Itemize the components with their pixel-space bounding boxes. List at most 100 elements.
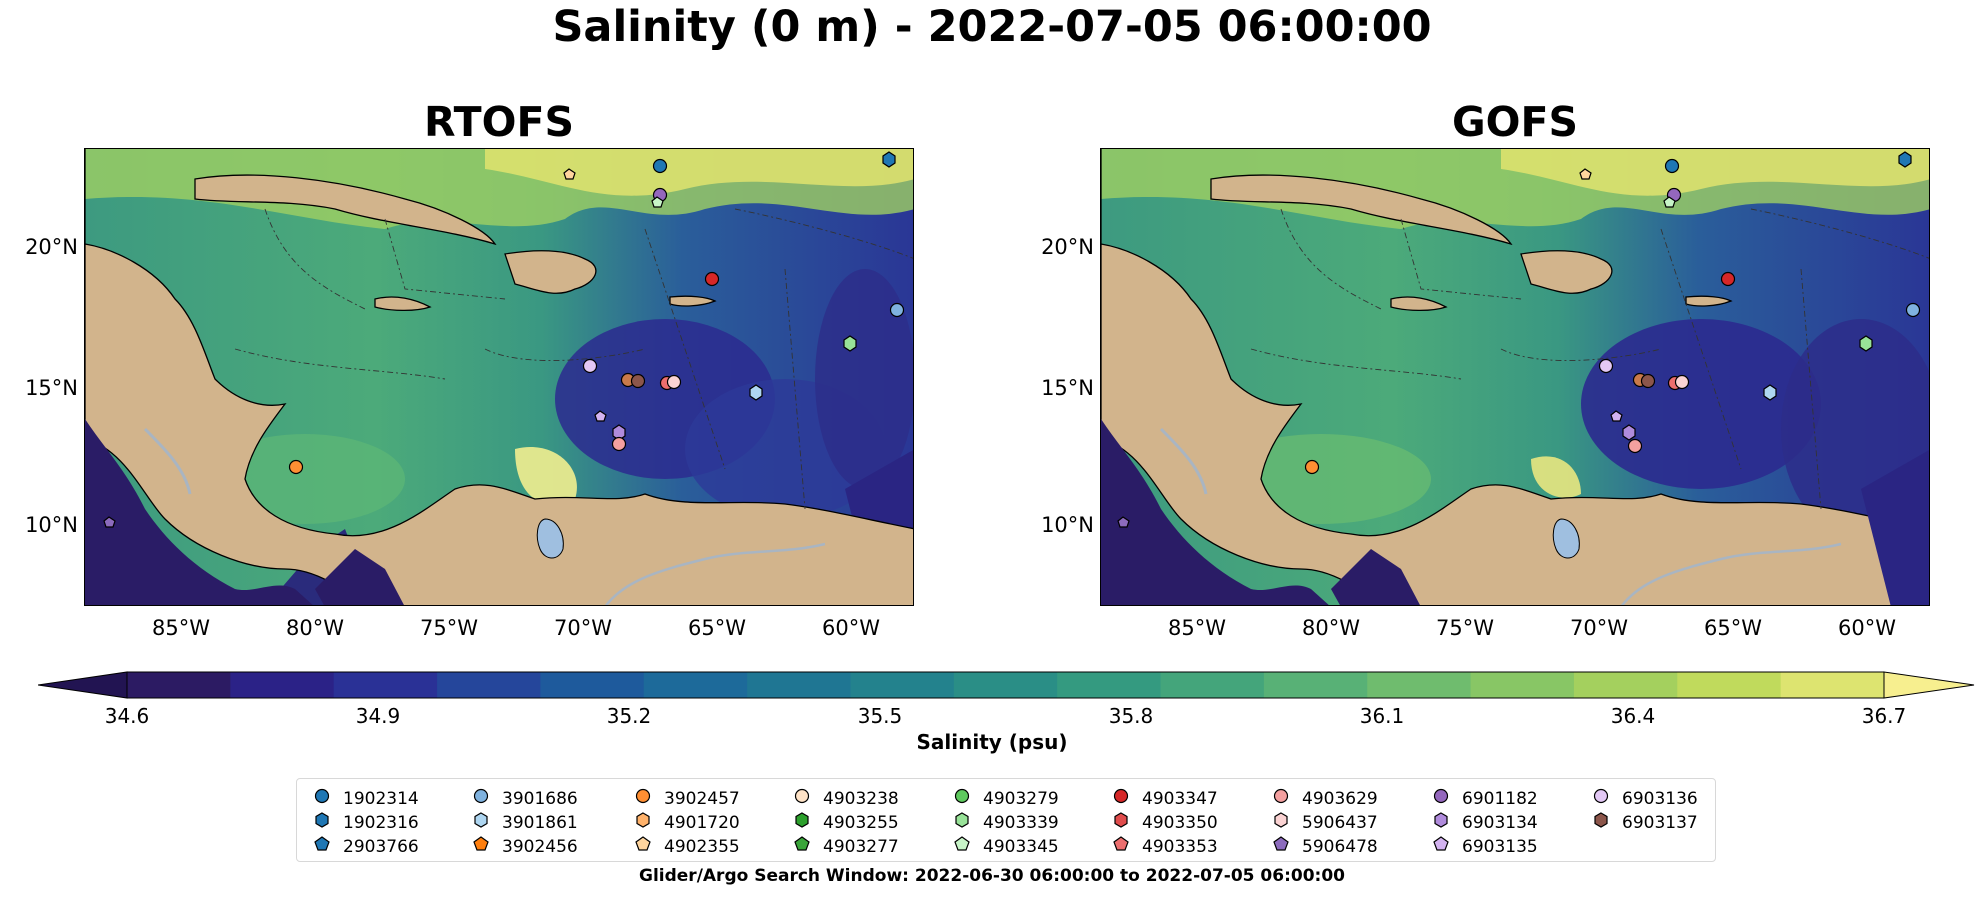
colorbar-segment [437, 672, 541, 698]
hexagon-marker-icon [472, 811, 490, 834]
circle-marker-icon [1112, 787, 1130, 810]
legend-item-label: 4903350 [1142, 812, 1218, 833]
pentagon-marker-icon [1112, 835, 1130, 858]
gofs-salinity-map [1100, 148, 1930, 606]
legend-item-label: 5906478 [1302, 836, 1378, 857]
gofs-ytick-10n: 10°N [1041, 513, 1094, 537]
rtofs-ytick-15n: 15°N [25, 376, 78, 400]
gofs-xtick-80w: 80°W [1302, 616, 1360, 640]
rtofs-ytick-20n: 20°N [25, 235, 78, 259]
float-legend: 1902314 1902316 2903766 3901686 3901861 39024… [296, 778, 1716, 862]
colorbar-segment [953, 672, 1058, 698]
colorbar-segment [1367, 672, 1472, 698]
hexagon-marker-icon [634, 811, 652, 834]
hexagon-marker-icon [953, 811, 971, 834]
cbar-tick-3: 35.5 [857, 704, 903, 728]
legend-item: 2903766 [313, 835, 419, 858]
gofs-ytick-20n: 20°N [1041, 235, 1094, 259]
search-window-caption: Glider/Argo Search Window: 2022-06-30 06… [639, 866, 1345, 886]
legend-item-label: 4903339 [983, 812, 1059, 833]
legend-item: 3902457 [634, 787, 740, 810]
legend-item-label: 6903137 [1622, 812, 1698, 833]
colorbar-segment [127, 672, 231, 698]
legend-item: 4903345 [953, 835, 1059, 858]
circle-marker-icon [634, 787, 652, 810]
rtofs-ytick-10n: 10°N [25, 513, 78, 537]
legend-item-label: 3901686 [502, 788, 578, 809]
rtofs-xtick-65w: 65°W [688, 616, 746, 640]
colorbar-segment [230, 672, 335, 698]
cbar-tick-4: 35.8 [1108, 704, 1154, 728]
hexagon-marker-icon [1432, 811, 1450, 834]
colorbar-segment [540, 672, 645, 698]
legend-item-label: 6901182 [1462, 788, 1538, 809]
circle-marker-icon [1592, 787, 1610, 810]
float-markers [103, 151, 905, 528]
legend-item: 5906437 [1272, 811, 1378, 834]
legend-item: 4903350 [1112, 811, 1218, 834]
legend-item: 6903134 [1432, 811, 1538, 834]
legend-item: 4903238 [793, 787, 899, 810]
colorbar-segment [850, 672, 955, 698]
colorbar-segment [1677, 672, 1782, 698]
rtofs-panel-title: RTOFS [423, 98, 575, 146]
legend-item-label: 6903136 [1622, 788, 1698, 809]
legend-item: 5906478 [1272, 835, 1378, 858]
legend-item: 3902456 [472, 835, 578, 858]
gofs-panel-title: GOFS [1451, 98, 1579, 146]
legend-item: 4903255 [793, 811, 899, 834]
hexagon-marker-icon [793, 811, 811, 834]
pentagon-marker-icon [1432, 835, 1450, 858]
gofs-xtick-60w: 60°W [1838, 616, 1896, 640]
legend-item: 4901720 [634, 811, 740, 834]
rtofs-xtick-70w: 70°W [554, 616, 612, 640]
legend-item-label: 3902456 [502, 836, 578, 857]
colorbar-segment [1057, 672, 1162, 698]
gofs-xtick-70w: 70°W [1570, 616, 1628, 640]
legend-item: 6903136 [1592, 787, 1698, 810]
legend-item-label: 4902355 [664, 836, 740, 857]
cbar-tick-5: 36.1 [1359, 704, 1405, 728]
legend-item-label: 5906437 [1302, 812, 1378, 833]
legend-item: 1902314 [313, 787, 419, 810]
rtofs-xtick-80w: 80°W [286, 616, 344, 640]
legend-item: 1902316 [313, 811, 419, 834]
legend-item-label: 4903347 [1142, 788, 1218, 809]
legend-item-label: 6903134 [1462, 812, 1538, 833]
circle-marker-icon [1432, 787, 1450, 810]
legend-item-label: 1902314 [343, 788, 419, 809]
legend-item-label: 4903279 [983, 788, 1059, 809]
rtofs-xtick-60w: 60°W [822, 616, 880, 640]
circle-marker-icon [313, 787, 331, 810]
float-markers [1117, 151, 1921, 528]
colorbar-segment [747, 672, 851, 698]
circle-marker-icon [1272, 787, 1290, 810]
legend-item: 4903277 [793, 835, 899, 858]
legend-item-label: 4903345 [983, 836, 1059, 857]
colorbar-segment [1573, 672, 1678, 698]
legend-item-label: 4903353 [1142, 836, 1218, 857]
cbar-tick-6: 36.4 [1610, 704, 1656, 728]
colorbar-segment [1780, 672, 1885, 698]
legend-item: 6903135 [1432, 835, 1538, 858]
legend-item-label: 2903766 [343, 836, 419, 857]
hexagon-marker-icon [1112, 811, 1130, 834]
pentagon-marker-icon [793, 835, 811, 858]
colorbar-segment [333, 672, 438, 698]
hexagon-marker-icon [1272, 811, 1290, 834]
salinity-colorbar [38, 671, 1975, 699]
legend-item: 3901861 [472, 811, 578, 834]
colorbar-over-arrow [1883, 671, 1975, 699]
legend-item: 4903339 [953, 811, 1059, 834]
legend-item-label: 4903277 [823, 836, 899, 857]
pentagon-marker-icon [472, 835, 490, 858]
circle-marker-icon [472, 787, 490, 810]
legend-item-label: 3901861 [502, 812, 578, 833]
legend-item: 3901686 [472, 787, 578, 810]
gofs-xtick-65w: 65°W [1704, 616, 1762, 640]
legend-item-label: 4903255 [823, 812, 899, 833]
legend-item: 4902355 [634, 835, 740, 858]
gofs-ytick-15n: 15°N [1041, 376, 1094, 400]
legend-item-label: 3902457 [664, 788, 740, 809]
cbar-tick-7: 36.7 [1861, 704, 1907, 728]
